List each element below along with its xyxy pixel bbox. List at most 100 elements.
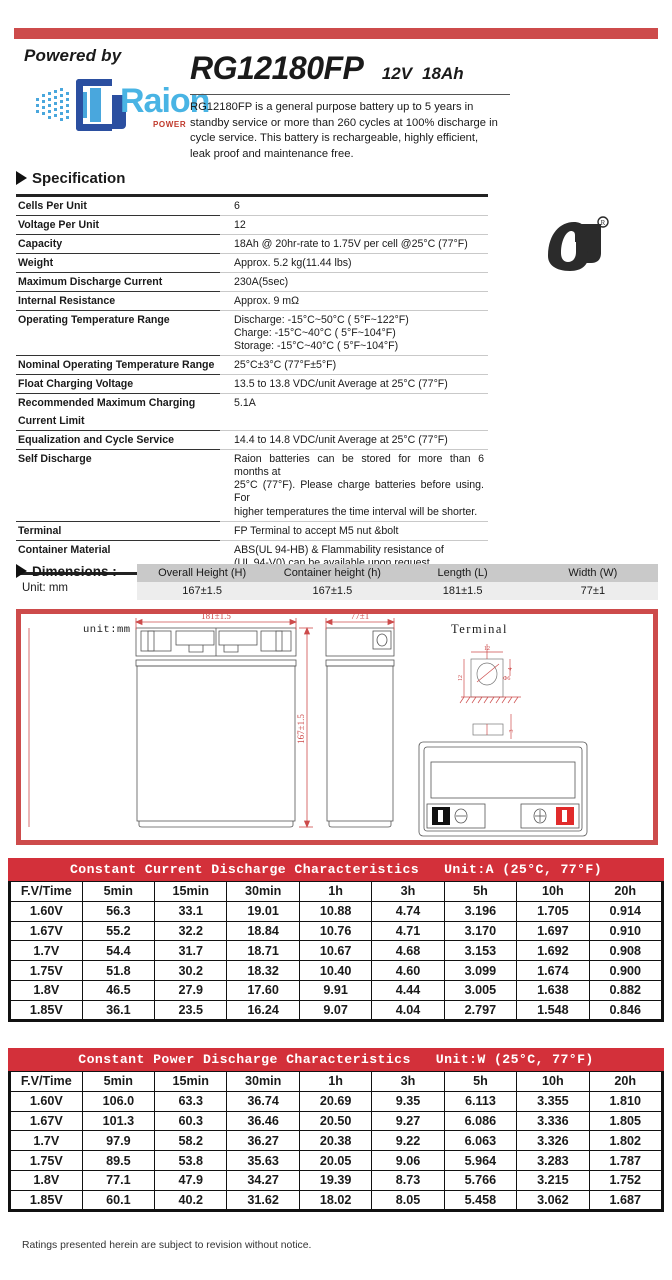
spec-row: Self Discharge Raion batteries can be st…: [16, 449, 488, 523]
table-cell: 9.27: [371, 1110, 445, 1132]
table-cell: 9.07: [298, 999, 373, 1021]
table-cell: 1.75V: [10, 1150, 83, 1171]
table-cell: 3.215: [516, 1169, 590, 1191]
spec-value: Raion batteries can be stored for more t…: [220, 449, 488, 523]
powered-by-label: Powered by: [24, 46, 122, 65]
table-row: 1.75V 89.5 53.8 35.63 20.05 9.06 5.964 3…: [10, 1150, 663, 1171]
dimensions-value-cell: 181±1.5: [397, 582, 528, 600]
drawing-unit-note: unit:mm: [83, 624, 131, 636]
dimensions-header-row: Overall Height (H) Container height (h) …: [137, 564, 658, 582]
table-cell: 60.3: [154, 1110, 228, 1132]
logo-bracket-shape: [76, 79, 126, 131]
table-cell: 31.62: [226, 1189, 300, 1211]
table-cell: 0.846: [588, 999, 663, 1021]
table-cell: 0.910: [588, 920, 663, 942]
spec-row: Voltage Per Unit 12: [16, 215, 488, 235]
triangle-bullet-icon: [16, 564, 27, 578]
table-cell: 1.687: [588, 1189, 663, 1211]
table-cell: 4.60: [371, 960, 445, 981]
spec-value: 14.4 to 14.8 VDC/unit Average at 25°C (7…: [220, 430, 488, 451]
spec-value: Discharge: -15°C~50°C ( 5°F~122°F) Charg…: [220, 310, 488, 357]
table-cell: 1.75V: [10, 960, 83, 981]
table-cell: 4.71: [371, 920, 445, 942]
dimensions-header-cell: Length (L): [397, 564, 528, 582]
table-cell: 1.810: [588, 1090, 663, 1112]
table-cell: 3.326: [516, 1130, 590, 1152]
table-caption: Constant Current Discharge Characteristi…: [8, 858, 664, 881]
table-unit: Unit:W (25°C, 77°F): [435, 1052, 594, 1067]
table-cell: 9.91: [298, 979, 373, 1001]
table-cell: 10.67: [298, 940, 373, 962]
table-cell: 6.113: [443, 1090, 518, 1112]
ul-recognized-component-icon: R: [542, 212, 612, 274]
table-cell: 101.3: [81, 1110, 156, 1132]
table-cell: 3.062: [516, 1189, 590, 1211]
column-header: 3h: [371, 881, 445, 902]
table-cell: 47.9: [154, 1169, 228, 1191]
title-divider: [190, 94, 510, 95]
table-cell: 0.900: [588, 960, 663, 981]
table-cell: 1.7V: [10, 940, 83, 962]
column-header: 30min: [226, 881, 300, 902]
table-cell: 9.35: [371, 1090, 445, 1112]
terminal-hole-dimension: Φ6: [503, 676, 510, 682]
table-cell: 60.1: [81, 1189, 156, 1211]
spec-row: Terminal FP Terminal to accept M5 nut &b…: [16, 521, 488, 541]
specification-table: Cells Per Unit 6 Voltage Per Unit 12 Cap…: [16, 194, 488, 576]
table-cell: 1.697: [516, 920, 590, 942]
table-cell: 30.2: [154, 960, 228, 981]
product-model-name: RG12180FP: [190, 50, 364, 86]
table-cell: 35.63: [226, 1150, 300, 1171]
table-cell: 4.44: [371, 979, 445, 1001]
column-header: 5h: [443, 1071, 518, 1092]
table-cell: 3.153: [443, 940, 518, 962]
table-header-row: F.V/Time 5min 15min 30min 1h 3h 5h 10h 2…: [10, 1071, 663, 1092]
column-header: 20h: [588, 1071, 663, 1092]
table-cell: 8.05: [371, 1189, 445, 1211]
table-cell: 33.1: [154, 900, 228, 922]
terminal-drawing-label: Terminal: [451, 622, 508, 636]
specification-heading: Specification: [16, 170, 125, 187]
spec-row: Nominal Operating Temperature Range 25°C…: [16, 355, 488, 376]
spec-label-continued: Current Limit: [16, 412, 220, 432]
table-cell: 16.24: [226, 999, 300, 1021]
table-cell: 10.88: [298, 900, 373, 922]
table-title: Constant Power Discharge Characteristics: [78, 1052, 411, 1067]
dimensions-unit-label: Unit: mm: [22, 582, 68, 594]
dimensions-value-row: 167±1.5 167±1.5 181±1.5 77±1: [137, 582, 658, 600]
raion-power-logo: Raion POWER: [30, 76, 210, 136]
table-cell: 17.60: [226, 979, 300, 1001]
table-cell: 40.2: [154, 1189, 228, 1211]
table-cell: 6.063: [443, 1130, 518, 1152]
table-cell: 1.787: [588, 1150, 663, 1171]
spec-row: Weight Approx. 5.2 kg(11.44 lbs): [16, 253, 488, 273]
table-cell: 5.766: [443, 1169, 518, 1191]
table-cell: 1.802: [588, 1130, 663, 1152]
spec-value: Approx. 9 mΩ: [220, 291, 488, 311]
table-cell: 1.67V: [10, 1110, 83, 1132]
spec-row: Current Limit: [16, 412, 488, 432]
spec-label: Cells Per Unit: [16, 197, 220, 216]
spec-value: FP Terminal to accept M5 nut &bolt: [220, 521, 488, 541]
table-cell: 1.8V: [10, 1169, 83, 1191]
column-header: 30min: [226, 1071, 300, 1092]
column-header: 1h: [298, 881, 373, 902]
table-cell: 36.46: [226, 1110, 300, 1132]
table-cell: 4.68: [371, 940, 445, 962]
table-cell: 55.2: [81, 920, 156, 942]
table-cell: 36.74: [226, 1090, 300, 1112]
column-header: 1h: [298, 1071, 373, 1092]
product-capacity: 18Ah: [422, 64, 464, 83]
table-cell: 20.69: [298, 1090, 373, 1112]
spec-label: Weight: [16, 253, 220, 273]
product-rating: 12V 18Ah: [382, 64, 474, 87]
table-cell: 5.964: [443, 1150, 518, 1171]
spec-row: Maximum Discharge Current 230A(5sec): [16, 272, 488, 292]
table-cell: 1.805: [588, 1110, 663, 1132]
spec-label: Capacity: [16, 234, 220, 254]
table-cell: 0.882: [588, 979, 663, 1001]
document-header: Powered by Raion POWER RG12180FP 12V 18Ah…: [0, 42, 672, 170]
logo-wordmark: Raion: [120, 82, 210, 120]
spec-value: 18Ah @ 20hr-rate to 1.75V per cell @25°C…: [220, 234, 488, 254]
table-cell: 106.0: [81, 1090, 156, 1112]
